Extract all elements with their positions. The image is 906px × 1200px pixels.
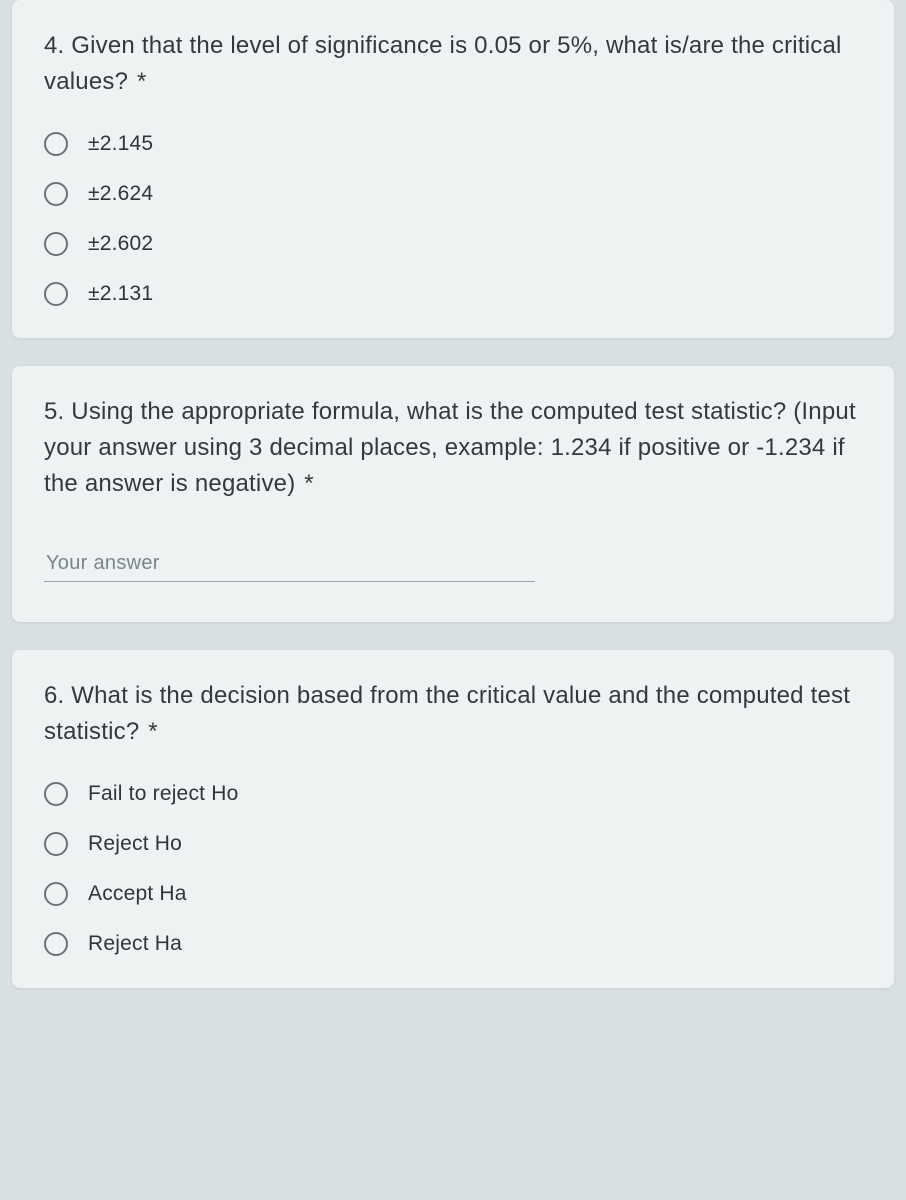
option-label: Fail to reject Ho <box>88 782 238 806</box>
radio-icon[interactable] <box>44 182 68 206</box>
option-row[interactable]: ±2.624 <box>44 182 862 206</box>
option-row[interactable]: ±2.602 <box>44 232 862 256</box>
option-label: ±2.624 <box>88 182 153 206</box>
answer-input[interactable] <box>44 546 535 582</box>
radio-icon[interactable] <box>44 232 68 256</box>
option-row[interactable]: ±2.131 <box>44 282 862 306</box>
option-label: Reject Ha <box>88 932 182 956</box>
required-marker: * <box>148 718 158 745</box>
option-row[interactable]: Reject Ha <box>44 932 862 956</box>
required-marker: * <box>304 470 314 497</box>
question-card: 4. Given that the level of significance … <box>12 0 894 338</box>
answer-input-wrap <box>44 546 862 582</box>
option-row[interactable]: ±2.145 <box>44 132 862 156</box>
option-label: ±2.131 <box>88 282 153 306</box>
options-group: Fail to reject Ho Reject Ho Accept Ha Re… <box>44 782 862 956</box>
required-marker: * <box>137 68 147 95</box>
options-group: ±2.145 ±2.624 ±2.602 ±2.131 <box>44 132 862 306</box>
radio-icon[interactable] <box>44 882 68 906</box>
question-label: 5. Using the appropriate formula, what i… <box>44 398 856 497</box>
option-row[interactable]: Reject Ho <box>44 832 862 856</box>
radio-icon[interactable] <box>44 282 68 306</box>
question-card: 6. What is the decision based from the c… <box>12 650 894 988</box>
question-text: 4. Given that the level of significance … <box>44 28 862 100</box>
option-label: Reject Ho <box>88 832 182 856</box>
question-card: 5. Using the appropriate formula, what i… <box>12 366 894 622</box>
option-row[interactable]: Fail to reject Ho <box>44 782 862 806</box>
question-text: 6. What is the decision based from the c… <box>44 678 862 750</box>
option-row[interactable]: Accept Ha <box>44 882 862 906</box>
option-label: ±2.602 <box>88 232 153 256</box>
question-text: 5. Using the appropriate formula, what i… <box>44 394 862 502</box>
option-label: Accept Ha <box>88 882 187 906</box>
question-label: 4. Given that the level of significance … <box>44 32 842 95</box>
option-label: ±2.145 <box>88 132 153 156</box>
radio-icon[interactable] <box>44 132 68 156</box>
radio-icon[interactable] <box>44 782 68 806</box>
question-label: 6. What is the decision based from the c… <box>44 682 850 745</box>
radio-icon[interactable] <box>44 932 68 956</box>
radio-icon[interactable] <box>44 832 68 856</box>
